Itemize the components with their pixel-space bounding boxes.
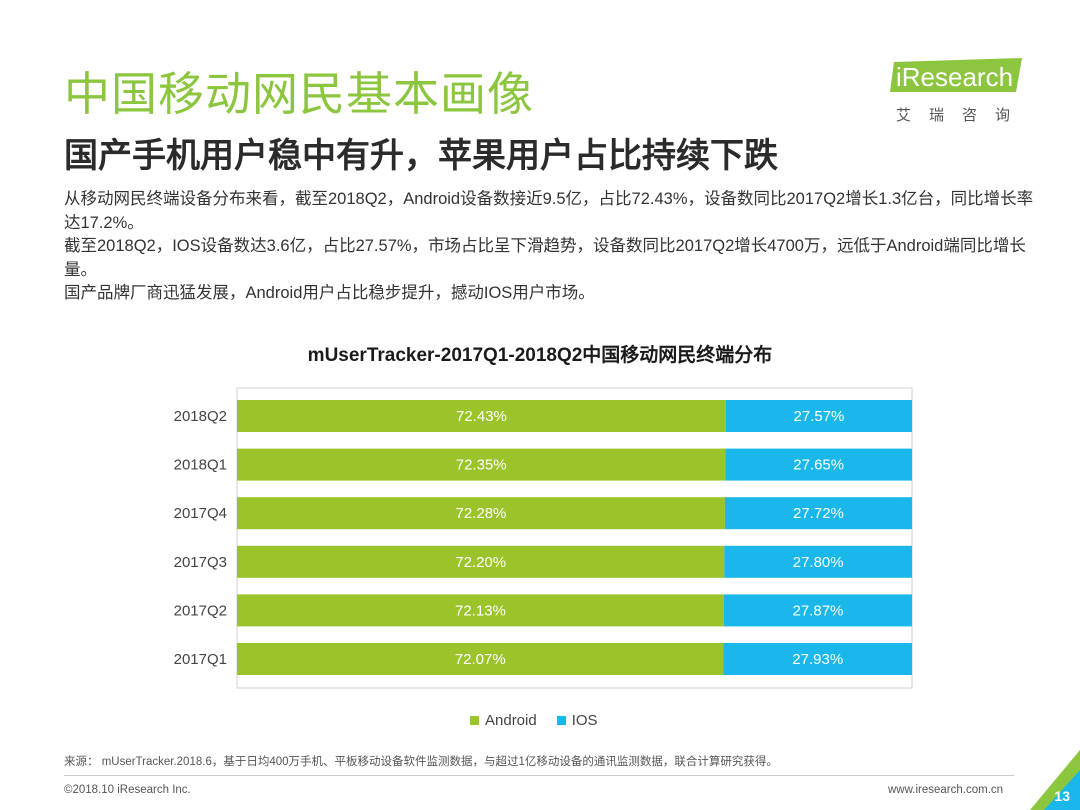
category-label: 2017Q2 (174, 602, 227, 619)
bar-ios-2017q4 (724, 497, 912, 530)
category-label: 2017Q1 (174, 651, 227, 668)
logo-brand-cn: 艾瑞咨询 (896, 107, 1029, 124)
page-number: 13 (1054, 788, 1070, 804)
category-label: 2017Q4 (174, 505, 227, 522)
data-label-ios: 27.80% (793, 554, 844, 571)
chart-title: mUserTracker-2017Q1-2018Q2中国移动网民终端分布 (307, 345, 773, 366)
summary-text: 从移动网民终端设备分布来看，截至2018Q2，Android设备数接近9.5亿，… (64, 188, 1034, 306)
bar-android-2017q2 (237, 594, 724, 627)
bar-android-2017q4 (237, 497, 725, 530)
data-label-android: 72.13% (455, 602, 506, 619)
page-title: 中国移动网民基本画像 (64, 68, 534, 120)
legend-item-ios: IOS (556, 712, 598, 729)
bar-ios-2017q2 (723, 594, 912, 627)
chart-legend: Android IOS (470, 712, 598, 729)
data-label-android: 72.07% (455, 651, 506, 668)
iresearch-logo: iResearch 艾瑞咨询 (890, 58, 1030, 128)
bar-ios-2017q3 (724, 545, 912, 578)
legend-item-android: Android (470, 712, 537, 729)
data-label-android: 72.35% (456, 457, 507, 474)
corner-decoration (1030, 750, 1080, 810)
source-note: 来源： mUserTracker.2018.6，基于日均400万手机、平板移动设… (64, 756, 778, 768)
summary-paragraph-2: 截至2018Q2，IOS设备数达3.6亿，占比27.57%，市场占比呈下滑趋势，… (64, 237, 1026, 279)
bar-android-2017q3 (237, 545, 725, 578)
data-label-ios: 27.93% (792, 651, 843, 668)
website-link[interactable]: www.iresearch.com.cn (888, 784, 1004, 796)
summary-paragraph-3: 国产品牌厂商迅猛发展，Android用户占比稳步提升，撼动IOS用户市场。 (64, 284, 595, 302)
data-label-android: 72.28% (456, 505, 507, 522)
data-label-android: 72.20% (455, 554, 506, 571)
data-label-ios: 27.65% (793, 457, 844, 474)
summary-paragraph-1: 从移动网民终端设备分布来看，截至2018Q2，Android设备数接近9.5亿，… (64, 190, 1034, 232)
bar-android-2018q2 (237, 400, 726, 432)
copyright-text: ©2018.10 iResearch Inc. (64, 784, 191, 796)
stacked-bar-chart: 2018Q2 72.43% 27.57% 2018Q1 72.35% 27.65% 2017… (174, 387, 913, 689)
plot-frame (236, 387, 913, 689)
legend-swatch-ios (556, 716, 566, 725)
data-label-ios: 27.57% (794, 408, 845, 425)
logo-badge-shape (890, 58, 1022, 92)
bar-ios-2017q1 (723, 643, 912, 675)
category-label: 2018Q2 (174, 408, 227, 425)
legend-label-android: Android (485, 712, 537, 729)
bar-ios-2018q1 (725, 448, 912, 481)
logo-brand-text: iResearch (896, 62, 1014, 92)
data-label-ios: 27.72% (793, 505, 844, 522)
category-label: 2017Q3 (174, 554, 227, 571)
legend-swatch-android (470, 716, 479, 725)
category-label: 2018Q1 (174, 457, 227, 474)
legend-label-ios: IOS (571, 712, 598, 729)
bar-ios-2018q2 (725, 400, 912, 432)
bar-android-2018q1 (237, 448, 726, 481)
data-label-android: 72.43% (456, 408, 507, 425)
data-label-ios: 27.87% (793, 602, 844, 619)
bar-android-2017q1 (237, 643, 724, 675)
footer-divider (64, 775, 1014, 776)
page-subtitle: 国产手机用户稳中有升，苹果用户占比持续下跌 (64, 137, 778, 175)
